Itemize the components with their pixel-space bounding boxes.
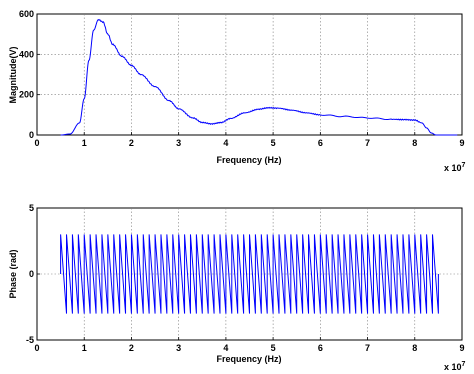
x-tick-label: 8 [412, 343, 417, 353]
x-tick-label: 1 [82, 138, 87, 148]
x-tick-label: 7 [365, 138, 370, 148]
x-tick-label: 1 [82, 343, 87, 353]
phase-x-ticks: 0 1 2 3 4 5 6 7 8 9 [34, 337, 465, 353]
x-tick-label: 0 [34, 138, 39, 148]
x-tick-label: 0 [34, 343, 39, 353]
y-tick-label: -5 [26, 335, 34, 345]
x-tick-label: 4 [223, 138, 228, 148]
phase-x-multiplier-base: x 10 [444, 362, 462, 372]
x-tick-label: 5 [271, 138, 276, 148]
magnitude-axes-box [36, 13, 463, 136]
magnitude-series-line [60, 19, 458, 136]
phase-x-multiplier-exp: 7 [462, 361, 466, 368]
x-tick-label: 5 [271, 343, 276, 353]
x-tick-label: 6 [318, 138, 323, 148]
y-tick-label: 200 [19, 90, 34, 100]
x-tick-label: 2 [129, 343, 134, 353]
x-tick-label: 2 [129, 138, 134, 148]
magnitude-y-ticks: 0 200 400 600 [19, 9, 40, 140]
magnitude-x-multiplier-exp: 7 [462, 162, 466, 169]
y-tick-label: 0 [29, 130, 34, 140]
magnitude-plot: 0 1 2 3 4 5 6 7 8 9 0 200 400 600 Frequency (Hz) Mag… [8, 9, 466, 173]
magnitude-x-ticks: 0 1 2 3 4 5 6 7 8 9 [34, 132, 465, 148]
magnitude-y-label: Magnitude(V) [8, 47, 18, 104]
phase-x-multiplier: x 107 [444, 361, 466, 372]
y-tick-label: 5 [29, 203, 34, 213]
y-tick-label: 400 [19, 49, 34, 59]
y-tick-label: 600 [19, 9, 34, 19]
x-tick-label: 3 [176, 343, 181, 353]
x-tick-label: 7 [365, 343, 370, 353]
y-tick-label: 0 [29, 269, 34, 279]
x-tick-label: 4 [223, 343, 228, 353]
x-tick-label: 6 [318, 343, 323, 353]
magnitude-x-multiplier: x 107 [444, 162, 466, 173]
x-tick-label: 8 [412, 138, 417, 148]
x-tick-label: 3 [176, 138, 181, 148]
x-tick-label: 9 [459, 343, 464, 353]
phase-y-label: Phase (rad) [8, 249, 18, 298]
phase-y-ticks: -5 0 5 [26, 203, 40, 345]
x-tick-label: 9 [459, 138, 464, 148]
magnitude-x-label: Frequency (Hz) [216, 155, 281, 165]
phase-x-label: Frequency (Hz) [216, 354, 281, 364]
magnitude-x-multiplier-base: x 10 [444, 163, 462, 173]
magnitude-grid [37, 14, 462, 135]
phase-series-line [60, 234, 439, 314]
